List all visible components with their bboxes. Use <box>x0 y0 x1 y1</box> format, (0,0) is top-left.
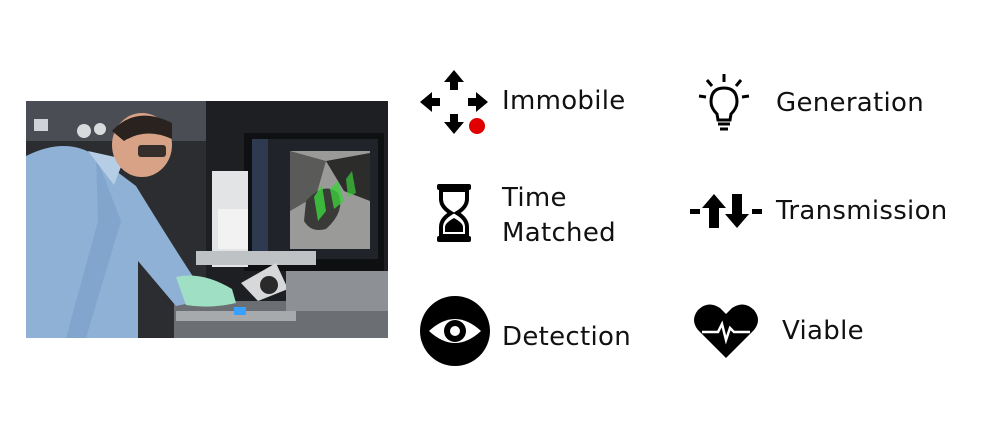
feature-label-line1: Time <box>502 183 567 213</box>
feature-label-line2: Matched <box>502 218 616 248</box>
lightbulb-icon <box>698 74 750 131</box>
red-dot-icon <box>469 118 485 134</box>
transfer-arrows-icon <box>690 194 762 228</box>
move-arrows-icon <box>420 70 488 134</box>
eye-icon <box>420 296 490 366</box>
feature-label: Transmission <box>776 196 948 226</box>
feature-label: Immobile <box>502 86 626 116</box>
feature-label: Viable <box>782 316 864 346</box>
hourglass-icon <box>437 184 471 242</box>
feature-label: Detection <box>502 322 632 352</box>
feature-label: Generation <box>776 88 925 118</box>
lab-photo <box>26 101 388 338</box>
heart-pulse-icon <box>694 304 758 358</box>
